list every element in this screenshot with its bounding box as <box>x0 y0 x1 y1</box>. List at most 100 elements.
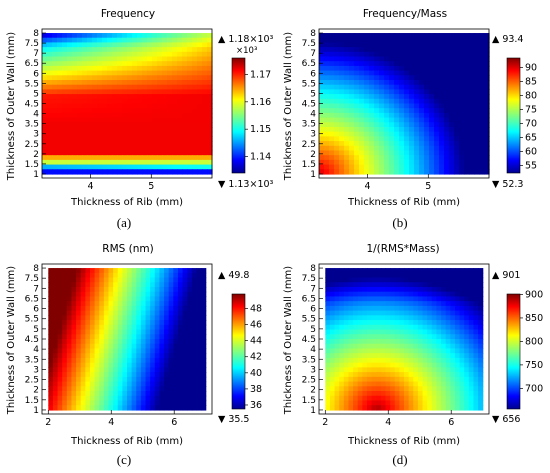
heatmap-cell <box>339 343 345 350</box>
heatmap-cell <box>62 343 68 350</box>
heatmap-cell <box>52 80 58 86</box>
heatmap-cell <box>427 353 433 359</box>
heatmap-cell <box>136 395 142 402</box>
heatmap-cell <box>359 37 365 44</box>
heatmap-cell <box>478 362 484 368</box>
heatmap-cell <box>197 131 203 137</box>
heatmap-cell <box>127 339 133 345</box>
heatmap-cell <box>459 84 465 91</box>
heatmap-cell <box>145 405 151 411</box>
heatmap-cell <box>441 315 447 321</box>
heatmap-cell <box>67 112 73 119</box>
heatmap-cell <box>67 42 73 48</box>
heatmap-cell <box>484 164 490 170</box>
heatmap-cell <box>464 112 470 119</box>
heatmap-cell <box>87 122 93 128</box>
heatmap-cell <box>325 348 331 354</box>
heatmap-cell <box>157 169 163 175</box>
heatmap-cell <box>484 150 490 156</box>
heatmap-cell <box>354 145 360 152</box>
heatmap-cell <box>112 33 118 39</box>
heatmap-cell <box>182 372 188 378</box>
heatmap-cell <box>131 405 137 411</box>
heatmap-cell <box>122 98 128 105</box>
heatmap-cell <box>334 159 340 166</box>
heatmap-cell <box>71 296 77 302</box>
heatmap-cell <box>107 65 113 72</box>
heatmap-cell <box>414 37 420 44</box>
heatmap-cell <box>459 103 465 109</box>
heatmap-cell <box>182 400 188 406</box>
heatmap-cell <box>404 150 410 156</box>
heatmap-cell <box>67 126 73 133</box>
heatmap-cell <box>431 353 438 359</box>
heatmap-cell <box>173 277 179 283</box>
heatmap-cell <box>429 75 435 81</box>
heatmap-cell <box>353 277 359 283</box>
heatmap-cell <box>325 381 331 387</box>
heatmap-cell <box>394 84 400 91</box>
heatmap-cell <box>444 103 450 109</box>
heatmap-cell <box>459 357 465 364</box>
heatmap-cell <box>444 164 450 170</box>
heatmap-cell <box>127 296 133 302</box>
heatmap-cell <box>479 98 485 105</box>
heatmap-cell <box>357 357 363 364</box>
heatmap-cell <box>152 108 158 114</box>
heatmap-cell <box>157 122 163 128</box>
heatmap-cell <box>127 348 133 354</box>
heatmap-cell <box>484 131 490 137</box>
heatmap-cell <box>201 315 207 321</box>
heatmap-cell <box>48 405 54 411</box>
heatmap-cell <box>201 376 207 383</box>
heatmap-cell <box>390 329 396 335</box>
heatmap-cell <box>424 112 430 119</box>
heatmap-cell <box>459 33 465 39</box>
heatmap-cell <box>431 277 438 283</box>
heatmap-cell <box>468 272 475 279</box>
heatmap-cell <box>154 386 161 392</box>
heatmap-cell <box>97 164 103 170</box>
heatmap-cell <box>159 282 165 288</box>
heatmap-cell <box>390 405 396 411</box>
chart-title: 1/(RMS*Mass) <box>366 243 439 255</box>
heatmap-cell <box>117 324 123 331</box>
heatmap-cell <box>173 372 179 378</box>
colorbar-tick-label: 850 <box>525 313 543 324</box>
heatmap-cell <box>202 75 208 81</box>
heatmap-cell <box>117 136 123 142</box>
heatmap-cell <box>389 98 395 105</box>
heatmap-cell <box>157 56 163 62</box>
heatmap-cell <box>474 80 480 86</box>
heatmap-cell <box>154 272 161 279</box>
heatmap-cell <box>404 94 410 100</box>
heatmap-cell <box>329 286 336 293</box>
heatmap-cell <box>431 391 438 397</box>
heatmap-cell <box>77 103 83 109</box>
heatmap-cell <box>157 47 163 53</box>
heatmap-cell <box>85 339 91 345</box>
heatmap-cell <box>414 145 420 152</box>
heatmap-cell <box>408 357 414 364</box>
heatmap-cell <box>107 117 113 123</box>
heatmap-cell <box>196 386 202 392</box>
heatmap-cell <box>147 126 153 133</box>
heatmap-cell <box>484 37 490 44</box>
heatmap-cell <box>72 103 78 109</box>
heatmap-cell <box>196 296 202 302</box>
heatmap-cell <box>349 122 355 128</box>
heatmap-cell <box>117 400 123 406</box>
heatmap-cell <box>399 37 405 44</box>
heatmap-cell <box>343 391 350 397</box>
heatmap-cell <box>202 164 208 170</box>
heatmap-cell <box>334 84 340 91</box>
heatmap-cell <box>399 155 405 161</box>
heatmap-cell <box>469 164 475 170</box>
heatmap-cell <box>71 381 77 387</box>
heatmap-cell <box>122 391 128 397</box>
heatmap-cell <box>197 75 203 81</box>
heatmap-cell <box>48 339 54 345</box>
heatmap-cell <box>354 159 360 166</box>
heatmap-cell <box>366 291 373 298</box>
heatmap-cell <box>325 372 331 378</box>
